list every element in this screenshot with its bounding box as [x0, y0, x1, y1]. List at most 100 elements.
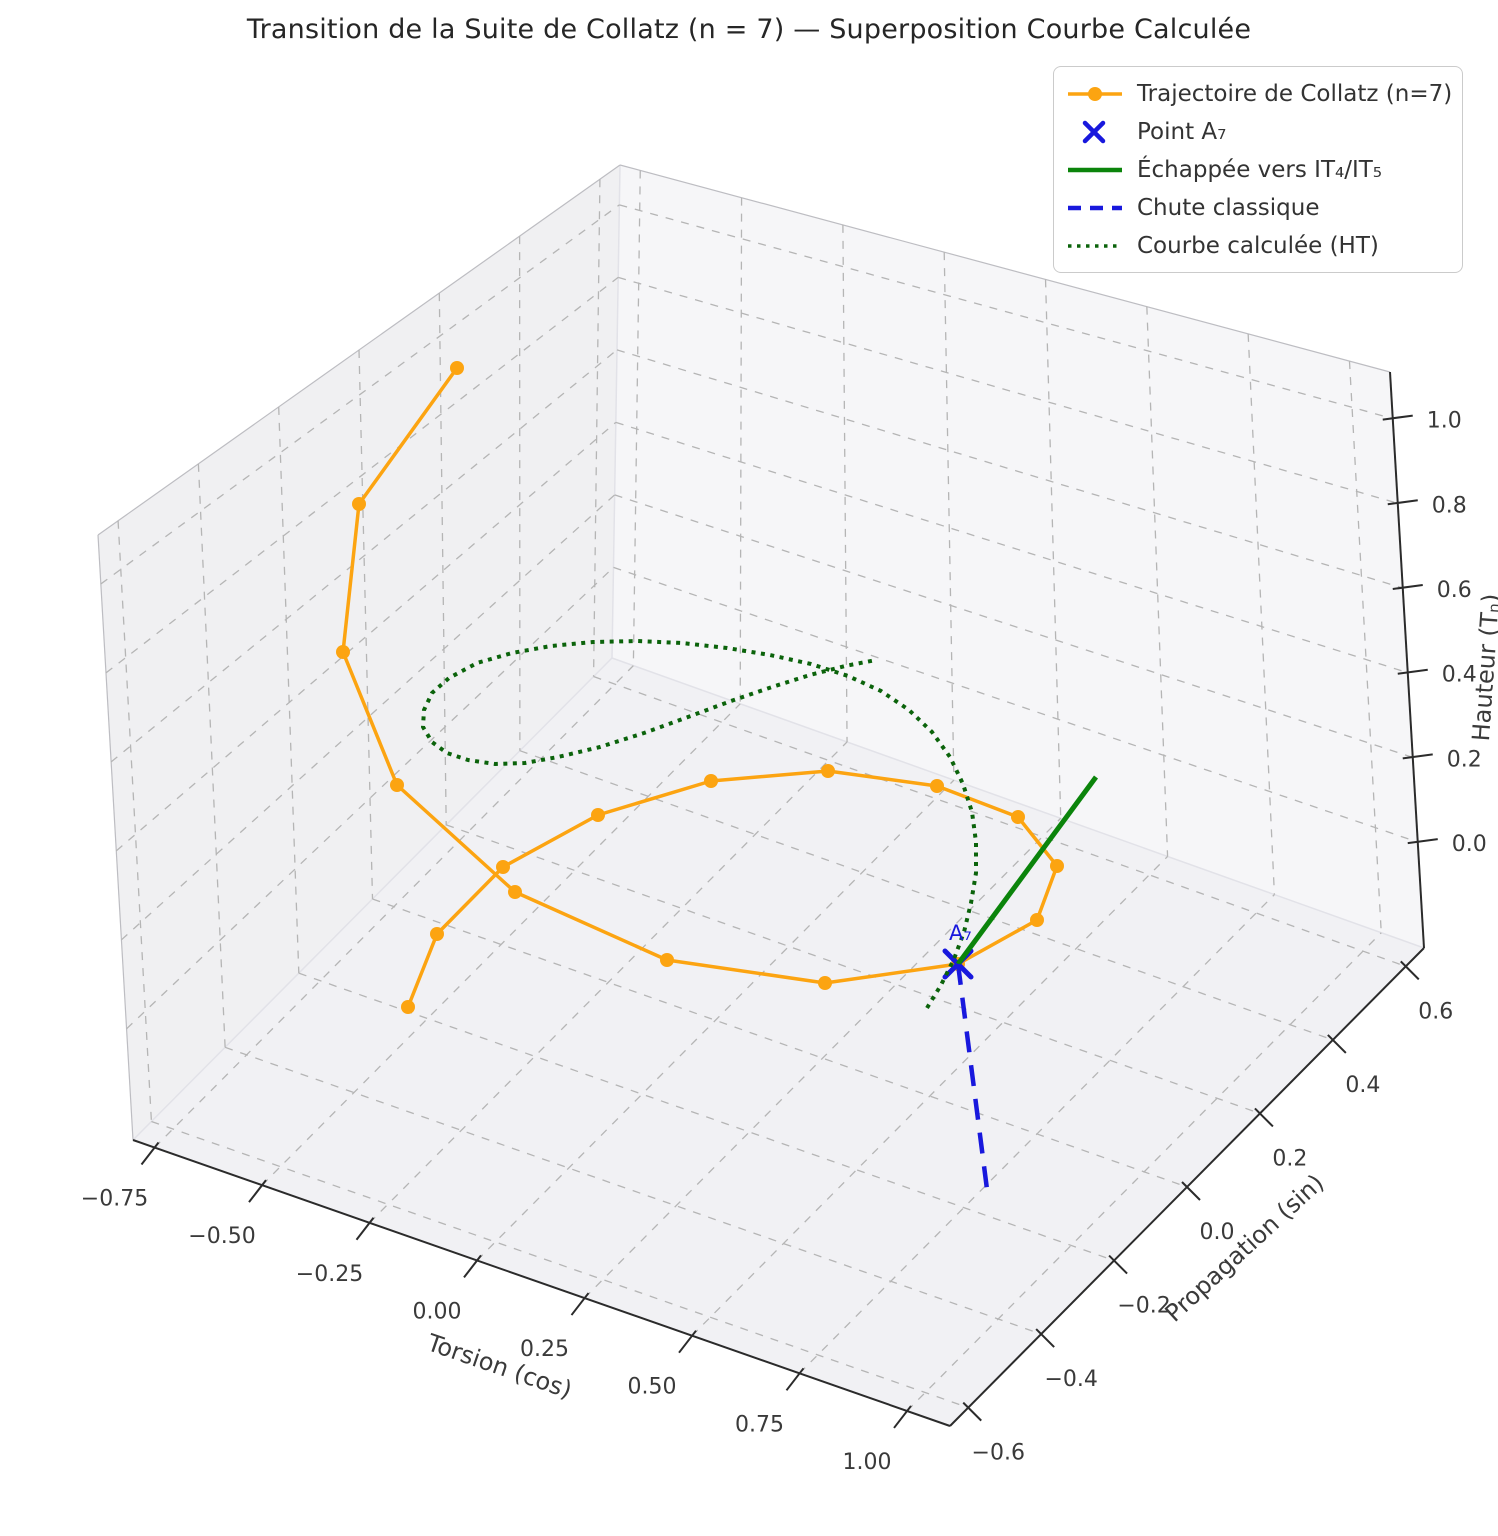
legend-item-label: Point A₇	[1137, 118, 1227, 145]
series-point-trajectoire-de-collatz-n-7-	[1011, 810, 1025, 824]
box-edge-top-right	[619, 164, 1391, 373]
z-tick	[1392, 584, 1423, 590]
y-tick	[1400, 960, 1420, 981]
grid-line-z	[105, 276, 619, 674]
legend-item-label: Courbe calculée (HT)	[1137, 232, 1379, 259]
z-tick-label: 1.0	[1427, 409, 1462, 434]
trajectory-line-marker-icon	[1066, 81, 1124, 107]
z-tick-label: 0.0	[1452, 832, 1487, 857]
solid-line-icon	[1066, 157, 1124, 183]
x-tick	[355, 1217, 375, 1241]
x-tick	[678, 1330, 697, 1354]
series-line--chapp-e-vers-it-it-	[955, 775, 1099, 966]
y-tick-label: 0.6	[1418, 999, 1453, 1024]
z-tick	[1397, 668, 1428, 675]
legend-item-label: Trajectoire de Collatz (n=7)	[1137, 80, 1453, 107]
series-point-trajectoire-de-collatz-n-7-	[821, 764, 835, 778]
series-point-trajectoire-de-collatz-n-7-	[1030, 913, 1044, 927]
grid-line-x	[584, 817, 1062, 1299]
legend-item-label: Échappée vers IT₄/IT₅	[1137, 156, 1383, 183]
grid-line-x	[842, 224, 848, 742]
series-point-trajectoire-de-collatz-n-7-	[336, 645, 350, 659]
legend-item-fall: Chute classique	[1066, 191, 1450, 224]
series-point-trajectoire-de-collatz-n-7-	[591, 808, 605, 822]
pane-edge-back	[611, 164, 621, 659]
grid-line-z	[617, 276, 1398, 504]
box-edge-far-left	[97, 534, 134, 1141]
x-tick-label: −0.25	[296, 1262, 363, 1287]
legend-box: Trajectoire de Collatz (n=7) Point A₇ Éc…	[1053, 66, 1463, 273]
z-tick	[1407, 838, 1438, 845]
grid-line-x	[261, 703, 741, 1186]
y-tick-label: −0.6	[972, 1441, 1025, 1466]
grid-line-z	[619, 204, 1393, 420]
y-tick	[962, 1401, 982, 1422]
y-tick	[1327, 1034, 1347, 1054]
y-tick	[1254, 1107, 1274, 1128]
y-tick-label: 0.4	[1345, 1073, 1380, 1098]
legend-symbol	[1082, 120, 1106, 143]
grid-line-x	[1044, 279, 1062, 819]
grid-line-z	[115, 421, 617, 852]
legend-item-escape: Échappée vers IT₄/IT₅	[1066, 153, 1450, 186]
y-tick	[1181, 1181, 1201, 1201]
z-tick-label: 0.4	[1442, 663, 1477, 688]
y-tick	[1108, 1254, 1128, 1275]
series-point-trajectoire-de-collatz-n-7-	[1050, 859, 1064, 873]
grid-line-z	[613, 566, 1418, 843]
x-tick-label: −0.50	[188, 1224, 255, 1249]
dashed-line-icon	[1066, 195, 1124, 221]
y-tick-label: −0.2	[1117, 1294, 1170, 1319]
grid-line-x	[369, 741, 848, 1224]
z-tick	[1402, 753, 1433, 760]
grid-line-x	[1247, 333, 1276, 895]
z-tick	[1387, 499, 1418, 506]
dotted-line-icon	[1066, 233, 1124, 259]
series-point-trajectoire-de-collatz-n-7-	[660, 953, 674, 967]
x-marker-icon	[1066, 119, 1124, 145]
x-tick	[893, 1405, 912, 1429]
grid-line-z	[614, 494, 1413, 759]
series-point-trajectoire-de-collatz-n-7-	[430, 927, 444, 941]
series-point-trajectoire-de-collatz-n-7-	[352, 497, 366, 511]
series-point-trajectoire-de-collatz-n-7-	[496, 860, 510, 874]
grid-line-z	[100, 204, 620, 585]
series-point-trajectoire-de-collatz-n-7-	[704, 774, 718, 788]
legend-symbol	[1068, 205, 1122, 210]
a7-annotation: A₇	[949, 921, 972, 945]
legend-item-label: Chute classique	[1137, 194, 1320, 221]
y-axis-label: Propagation (sin)	[1160, 1169, 1330, 1328]
legend-item-trajectory: Trajectoire de Collatz (n=7)	[1066, 77, 1453, 110]
grid-line-x	[739, 197, 743, 704]
legend-symbol	[1068, 243, 1122, 248]
series-point-trajectoire-de-collatz-n-7-	[390, 778, 404, 792]
legend-item-computed-curve: Courbe calculée (HT)	[1066, 229, 1450, 262]
grid-line-y	[298, 972, 1115, 1262]
x-tick	[248, 1179, 267, 1203]
grid-line-y	[358, 349, 374, 900]
z-tick-label: 0.2	[1447, 747, 1482, 772]
grid-line-y	[151, 1120, 969, 1409]
x-tick	[785, 1367, 805, 1391]
y-tick-label: −0.4	[1044, 1367, 1097, 1392]
z-tick-label: 0.8	[1432, 493, 1467, 518]
series-line-chute-classique	[955, 963, 991, 1198]
x-axis-spine	[132, 1139, 951, 1427]
pane-left-wall	[98, 165, 620, 1140]
legend-symbol	[1068, 167, 1122, 172]
x-tick-label: −0.75	[81, 1187, 148, 1212]
x-tick-label: 0.75	[735, 1412, 784, 1437]
pane-floor	[133, 658, 1424, 1426]
legend-symbol	[1068, 86, 1122, 101]
grid-line-z	[110, 349, 618, 763]
series-point-trajectoire-de-collatz-n-7-	[450, 361, 464, 375]
z-tick-label: 0.6	[1437, 578, 1472, 603]
grid-line-x	[691, 855, 1169, 1337]
series-point-trajectoire-de-collatz-n-7-	[930, 779, 944, 793]
z-tick	[1382, 414, 1413, 421]
series-line-trajectoire-de-collatz-n-7-	[341, 366, 1059, 1008]
x-tick-label: 0.25	[520, 1337, 569, 1362]
x-tick	[140, 1141, 160, 1166]
